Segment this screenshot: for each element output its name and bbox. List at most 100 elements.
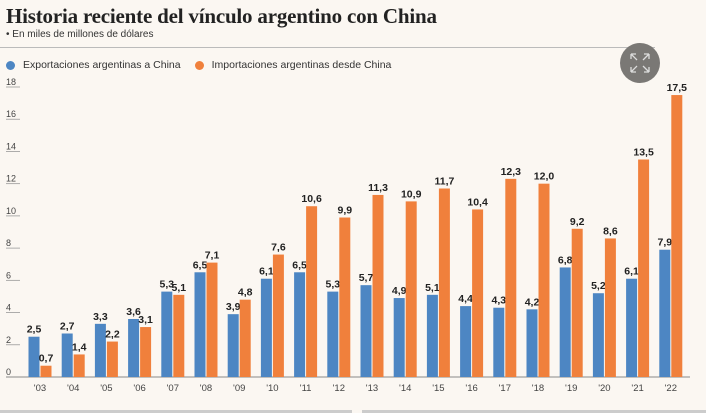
data-label: 6,5 (193, 259, 208, 271)
bar-imports (372, 194, 384, 377)
data-label: 2,7 (60, 321, 75, 333)
bar-imports (73, 354, 85, 377)
bar-exports (493, 307, 505, 377)
x-tick-label: '14 (399, 383, 411, 394)
x-tick-label: '18 (532, 383, 544, 394)
data-label: 3,3 (93, 311, 108, 323)
legend: Exportaciones argentinas a China Importa… (6, 59, 391, 71)
bar-exports (526, 309, 538, 377)
x-tick-label: '03 (34, 383, 46, 394)
x-tick-label: '08 (200, 383, 212, 394)
y-tick-label: 16 (6, 109, 16, 119)
bar-exports (360, 285, 372, 377)
bar-exports (659, 249, 671, 377)
bar-imports (538, 183, 550, 377)
data-label: 6,1 (624, 266, 639, 278)
bar-exports (327, 291, 339, 377)
bar-imports (173, 294, 185, 377)
data-label: 1,4 (72, 341, 87, 353)
x-tick-label: '05 (100, 383, 112, 394)
y-tick-label: 6 (6, 270, 11, 280)
x-tick-label: '17 (499, 383, 511, 394)
y-tick-label: 4 (6, 303, 11, 313)
bar-imports (272, 254, 284, 377)
data-label: 17,5 (667, 82, 688, 94)
bar-imports (604, 238, 616, 377)
data-label: 4,3 (491, 295, 506, 307)
bar-exports (426, 294, 438, 377)
x-tick-label: '11 (300, 383, 312, 394)
x-tick-label: '07 (167, 383, 179, 394)
y-tick-label: 0 (6, 367, 11, 377)
data-label: 10,6 (301, 193, 322, 205)
bar-exports (94, 323, 106, 377)
footer-divider (0, 410, 352, 413)
legend-item-imports: Importaciones argentinas desde China (194, 59, 392, 71)
y-tick-label: 2 (6, 335, 11, 345)
data-label: 11,7 (434, 176, 454, 188)
divider (0, 47, 655, 48)
expand-button[interactable] (620, 43, 660, 83)
bar-exports (294, 272, 306, 377)
bar-exports (460, 306, 472, 377)
x-tick-label: '15 (432, 383, 444, 394)
bar-exports (559, 267, 571, 377)
expand-arrows-icon (630, 53, 650, 73)
bar-imports (571, 228, 583, 377)
data-label: 5,1 (171, 282, 186, 294)
data-label: 6,5 (292, 259, 307, 271)
legend-swatch-imports (194, 60, 204, 70)
bar-exports (227, 314, 239, 377)
data-label: 5,7 (359, 272, 374, 284)
bar-exports (393, 298, 405, 377)
data-label: 2,2 (105, 329, 120, 341)
data-label: 4,9 (392, 285, 407, 297)
legend-item-exports: Exportaciones argentinas a China (6, 59, 181, 71)
bar-imports (339, 217, 351, 377)
bar-imports (40, 365, 52, 377)
x-tick-label: '12 (333, 383, 345, 394)
data-label: 7,1 (205, 250, 220, 262)
data-label: 5,2 (591, 280, 606, 292)
bar-imports (638, 159, 650, 377)
chart-title: Historia reciente del vínculo argentino … (6, 4, 437, 28)
footer-divider (362, 410, 706, 413)
x-tick-label: '22 (665, 383, 677, 394)
bar-imports (438, 188, 450, 377)
y-tick-label: 8 (6, 238, 11, 248)
bar-exports (128, 319, 140, 377)
x-tick-label: '09 (233, 383, 245, 394)
bar-imports (306, 206, 318, 377)
data-label: 13,5 (633, 147, 654, 159)
data-label: 9,9 (337, 205, 352, 217)
data-label: 9,2 (570, 216, 585, 228)
y-tick-label: 14 (6, 141, 16, 151)
x-tick-label: '10 (266, 383, 278, 394)
data-label: 10,4 (467, 196, 488, 208)
data-label: 11,3 (368, 182, 388, 194)
legend-swatch-exports (6, 60, 15, 70)
bar-imports (405, 201, 417, 377)
bar-imports (106, 341, 118, 377)
bar-exports (28, 336, 40, 377)
x-tick-label: '21 (631, 383, 643, 394)
data-label: 5,3 (159, 279, 174, 291)
data-label: 3,6 (126, 306, 141, 318)
bar-imports (472, 209, 484, 377)
bar-imports (671, 95, 683, 378)
data-label: 10,9 (401, 188, 422, 200)
data-label: 4,4 (458, 293, 473, 305)
data-label: 4,2 (525, 296, 540, 308)
x-tick-label: '04 (67, 383, 79, 394)
legend-label: Exportaciones argentinas a China (23, 59, 181, 71)
bar-imports (140, 327, 152, 377)
x-tick-label: '13 (366, 383, 378, 394)
data-label: 8,6 (603, 225, 618, 237)
data-label: 5,3 (325, 279, 340, 291)
data-label: 3,9 (226, 301, 241, 313)
bar-exports (194, 272, 206, 377)
legend-label: Importaciones argentinas desde China (211, 59, 392, 71)
data-label: 3,1 (138, 314, 153, 326)
bar-imports (505, 178, 517, 377)
